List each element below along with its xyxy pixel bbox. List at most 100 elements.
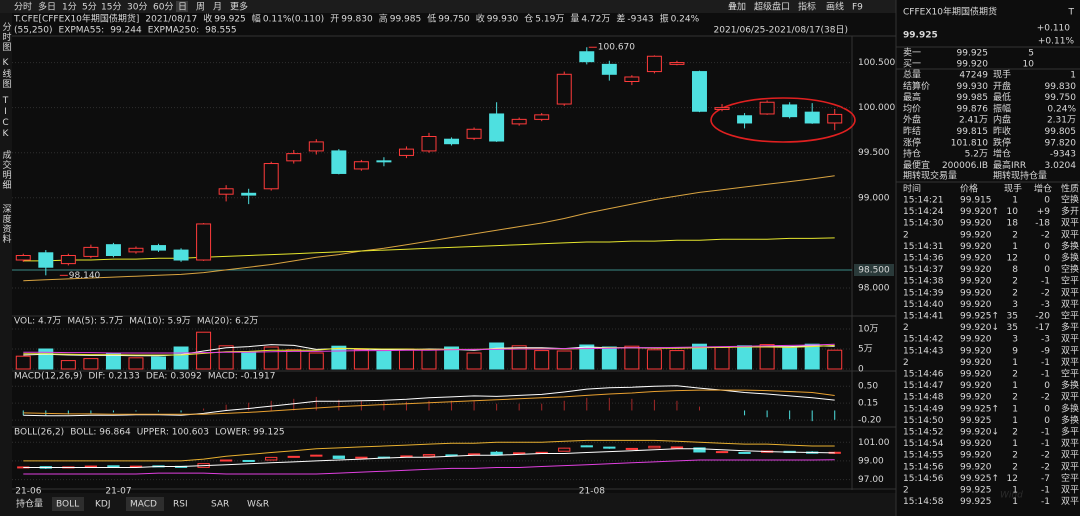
trade-volume: 1 — [1012, 404, 1018, 414]
candle-body — [669, 62, 685, 65]
trade-oi-change: +9 — [1037, 207, 1051, 217]
trade-nature: 双平 — [1061, 357, 1079, 368]
trade-price: 99.920 — [960, 230, 992, 240]
quote-value: 99.985 — [957, 93, 989, 103]
volume-bar — [241, 351, 257, 370]
volume-bar — [173, 346, 189, 370]
legend-entry: BOLL: 96.864 — [70, 428, 131, 438]
y-tick-label: 0.15 — [858, 399, 878, 409]
y-tick-label: 100.500 — [858, 58, 895, 68]
trade-price: 99.915 — [960, 196, 992, 206]
candle-body — [84, 465, 98, 468]
trade-price: 99.920 — [960, 254, 992, 264]
candle-body — [421, 135, 437, 152]
quote-value: 99.805 — [1045, 127, 1077, 137]
candle-body — [196, 223, 212, 261]
trade-volume: 2 — [1012, 451, 1018, 461]
trade-price: 99.925 — [960, 497, 992, 507]
candle-body — [466, 128, 482, 139]
quote-label: 总量 — [903, 69, 921, 81]
candle-body — [286, 153, 302, 162]
trade-volume: 12 — [1007, 254, 1018, 264]
toolbar-button: 叠加 — [728, 2, 746, 13]
toolbar-button: 1分 — [62, 2, 77, 13]
info-value: 99.925 — [214, 15, 246, 25]
quote-label: 最高 — [903, 91, 921, 103]
trade-price: 99.920 — [960, 451, 992, 461]
trade-oi-change: 0 — [1044, 265, 1050, 275]
trade-nature: 多换 — [1061, 240, 1079, 252]
candle-body — [467, 453, 481, 456]
trade-oi-change: -1 — [1041, 497, 1050, 507]
volume-bar — [691, 343, 707, 370]
trade-time: 15:14:49 — [903, 404, 944, 414]
cursor-box — [854, 264, 894, 276]
trade-nature: 多平 — [1061, 321, 1079, 333]
info-value: 99.830 — [341, 15, 373, 25]
trade-volume: 1 — [1012, 486, 1018, 496]
trade-volume: 1 — [1012, 358, 1018, 368]
candle-body — [444, 138, 460, 145]
trade-price: 99.920↓ — [960, 428, 999, 438]
quote-label: 均价 — [903, 102, 921, 114]
y-tick-label: 0 — [858, 365, 864, 375]
quote-label: 昨收 — [993, 125, 1011, 137]
toolbar — [0, 0, 896, 13]
price-change: +0.110 — [1037, 24, 1071, 34]
trade-nature: 双平 — [1061, 461, 1079, 472]
trade-nature: 空平 — [1061, 472, 1079, 484]
trade-nature: 双平 — [1061, 287, 1079, 298]
trade-oi-change: -2 — [1041, 288, 1050, 298]
trade-volume: 2 — [1012, 230, 1018, 240]
trade-volume: 1 — [1012, 497, 1018, 507]
candle-body — [422, 454, 436, 457]
tab-box — [126, 497, 164, 511]
bottom-bar — [12, 493, 896, 516]
trade-time: 15:14:40 — [903, 300, 944, 310]
candle-body — [83, 246, 99, 257]
quote-label: 最低 — [993, 91, 1011, 103]
trade-oi-change: -7 — [1041, 474, 1050, 484]
quote-value: 3.0204 — [1045, 161, 1077, 171]
trade-oi-change: -1 — [1041, 428, 1050, 438]
info-value: 99.985 — [390, 15, 422, 25]
trade-header: 增仓 — [1034, 183, 1052, 195]
quote-label: 内盘 — [993, 114, 1011, 126]
trade-header: 价格 — [960, 183, 978, 195]
trade-oi-change: -2 — [1041, 393, 1050, 403]
indicator-line — [23, 175, 835, 282]
price-change-pct: +0.11% — [1038, 37, 1075, 47]
trade-oi-change: -3 — [1041, 300, 1050, 310]
trade-volume: 35 — [1007, 323, 1018, 333]
trade-volume: 1 — [1012, 416, 1018, 426]
legend-title: MACD(12,26,9) — [14, 372, 82, 382]
candle-body — [737, 115, 753, 124]
trade-nature: 双平 — [1061, 438, 1079, 449]
trade-time: 15:14:54 — [903, 439, 944, 449]
trade-oi-change: -9 — [1041, 346, 1050, 356]
volume-bar — [579, 344, 595, 370]
trade-volume: 2 — [1012, 462, 1018, 472]
volume-bar — [827, 349, 843, 370]
legend-value: 99.244 — [110, 26, 142, 36]
legend-entry: UPPER: 100.603 — [137, 428, 209, 438]
trade-header: 性质 — [1061, 183, 1079, 195]
volume-bar — [466, 352, 482, 370]
toolbar-button: 分时 — [14, 1, 32, 13]
candle-body — [670, 446, 684, 449]
candle-body — [579, 51, 595, 63]
trade-nature: 双平 — [1061, 485, 1079, 496]
candle-body — [242, 459, 255, 462]
toolbar-button: 15分 — [101, 2, 121, 13]
trade-oi-change: 0 — [1044, 381, 1050, 391]
trade-price: 99.920 — [960, 335, 992, 345]
instrument-code: T — [1068, 8, 1075, 18]
active-period — [176, 1, 188, 12]
candle-body — [241, 192, 257, 196]
candle-body — [693, 447, 706, 453]
trade-volume: 12 — [1007, 474, 1018, 484]
volume-bar — [714, 346, 730, 370]
toolbar-button: 60分 — [153, 2, 173, 13]
quote-label: 期转现持仓量 — [993, 170, 1047, 182]
legend-entry: MACD: -0.1917 — [208, 372, 276, 382]
